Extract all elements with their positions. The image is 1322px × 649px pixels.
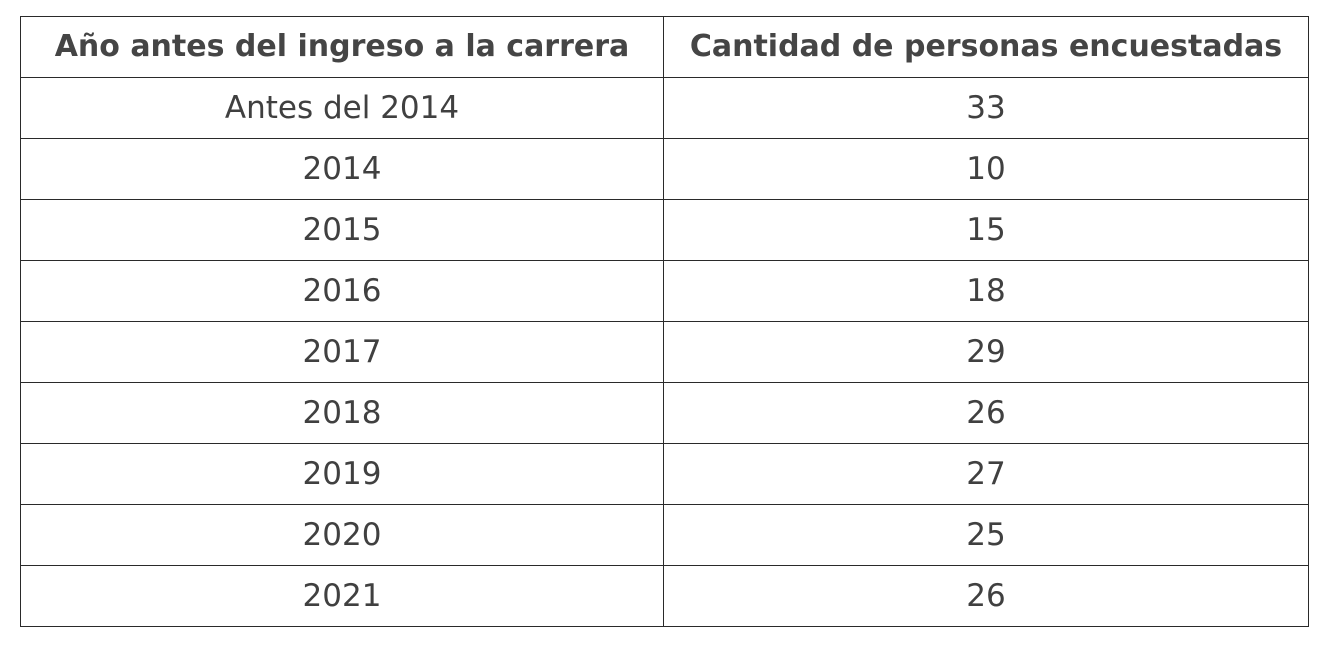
- cell-count: 10: [663, 138, 1309, 200]
- table-row: 2018 26: [20, 382, 1309, 444]
- cell-count: 26: [663, 565, 1309, 627]
- survey-table: Año antes del ingreso a la carrera Canti…: [20, 16, 1309, 627]
- table-row: 2015 15: [20, 199, 1309, 261]
- table-header-row: Año antes del ingreso a la carrera Canti…: [20, 16, 1309, 78]
- cell-count: 18: [663, 260, 1309, 322]
- table-row: 2020 25: [20, 504, 1309, 566]
- cell-year: Antes del 2014: [20, 77, 664, 139]
- table-row: 2014 10: [20, 138, 1309, 200]
- header-year: Año antes del ingreso a la carrera: [20, 16, 664, 78]
- table-row: 2021 26: [20, 565, 1309, 627]
- cell-count: 27: [663, 443, 1309, 505]
- cell-count: 26: [663, 382, 1309, 444]
- cell-count: 25: [663, 504, 1309, 566]
- cell-count: 15: [663, 199, 1309, 261]
- cell-year: 2016: [20, 260, 664, 322]
- table-row: 2017 29: [20, 321, 1309, 383]
- cell-year: 2018: [20, 382, 664, 444]
- table-row: 2019 27: [20, 443, 1309, 505]
- cell-year: 2014: [20, 138, 664, 200]
- cell-year: 2021: [20, 565, 664, 627]
- header-count: Cantidad de personas encuestadas: [663, 16, 1309, 78]
- cell-year: 2017: [20, 321, 664, 383]
- cell-year: 2020: [20, 504, 664, 566]
- table-row: 2016 18: [20, 260, 1309, 322]
- cell-year: 2015: [20, 199, 664, 261]
- cell-count: 33: [663, 77, 1309, 139]
- cell-count: 29: [663, 321, 1309, 383]
- cell-year: 2019: [20, 443, 664, 505]
- table-row: Antes del 2014 33: [20, 77, 1309, 139]
